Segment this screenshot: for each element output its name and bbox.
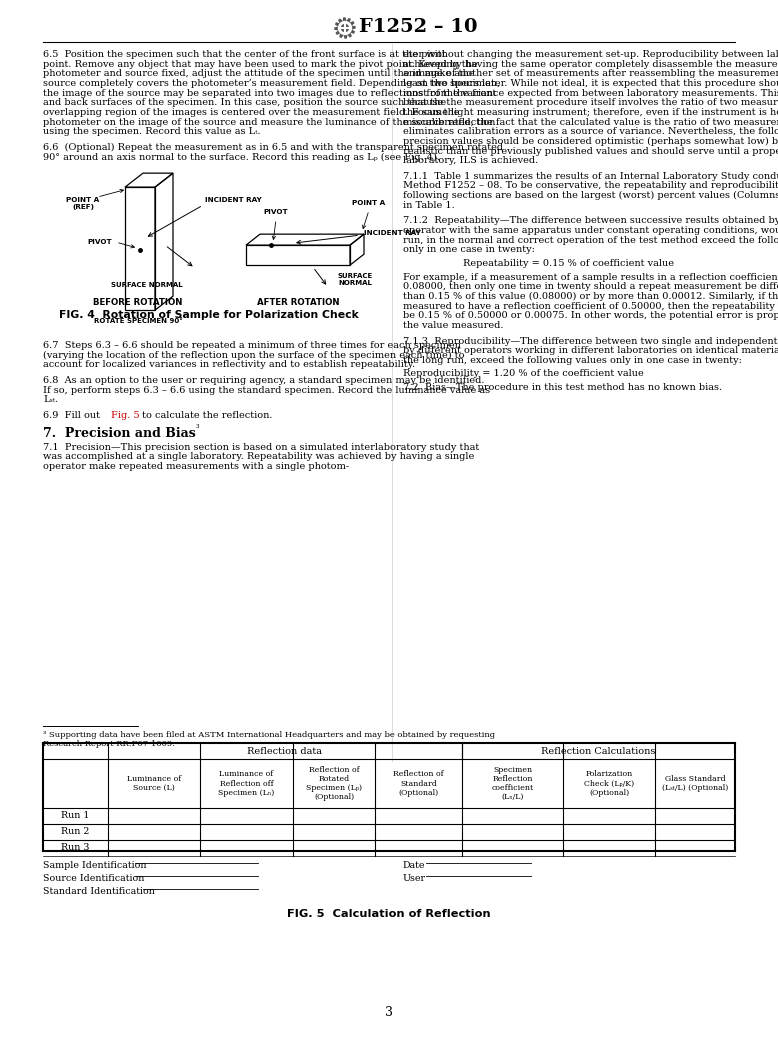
Text: Standard Identification: Standard Identification xyxy=(43,887,155,896)
Text: Run 2: Run 2 xyxy=(61,828,89,837)
Text: to calculate the reflection.: to calculate the reflection. xyxy=(139,411,272,421)
Text: least two hours later. While not ideal, it is expected that this procedure shoul: least two hours later. While not ideal, … xyxy=(403,79,778,87)
Text: Luminance of
Source (L): Luminance of Source (L) xyxy=(127,775,181,792)
Text: Research Report RR:F07-1009.: Research Report RR:F07-1009. xyxy=(43,739,175,747)
Text: by different operators working in different laboratories on identical material w: by different operators working in differ… xyxy=(403,347,778,355)
Text: Reproducibility = 1.20 % of the coefficient value: Reproducibility = 1.20 % of the coeffici… xyxy=(403,369,643,378)
Text: account for localized variances in reflectivity and to establish repeatability.: account for localized variances in refle… xyxy=(43,360,415,370)
Text: Sample Identification: Sample Identification xyxy=(43,861,146,870)
Text: photometer and source fixed, adjust the attitude of the specimen until the image: photometer and source fixed, adjust the … xyxy=(43,70,475,78)
Text: source completely covers the photometer’s measurement field. Depending on the sp: source completely covers the photometer’… xyxy=(43,79,500,87)
Text: overlapping region of the images is centered over the measurement field. Focus t: overlapping region of the images is cent… xyxy=(43,108,460,117)
Text: was accomplished at a single laboratory. Repeatability was achieved by having a : was accomplished at a single laboratory.… xyxy=(43,453,475,461)
Text: SURFACE
NORMAL: SURFACE NORMAL xyxy=(338,273,373,285)
Text: ROTATE SPECIMEN 90°: ROTATE SPECIMEN 90° xyxy=(93,319,182,324)
Text: measured to have a reflection coefficient of 0.50000, then the repeatability val: measured to have a reflection coefficien… xyxy=(403,302,778,310)
Text: the same light measuring instrument; therefore, even if the instrument is horrib: the same light measuring instrument; the… xyxy=(403,108,778,117)
Text: 7.  Precision and Bias: 7. Precision and Bias xyxy=(43,427,196,439)
Text: the image of the source may be separated into two images due to reflections from: the image of the source may be separated… xyxy=(43,88,496,98)
Text: FIG. 5  Calculation of Reflection: FIG. 5 Calculation of Reflection xyxy=(287,909,491,919)
Text: ³ Supporting data have been filed at ASTM International Headquarters and may be : ³ Supporting data have been filed at AST… xyxy=(43,731,495,739)
Text: For example, if a measurement of a sample results in a reflection coefficient va: For example, if a measurement of a sampl… xyxy=(403,273,778,282)
Text: in Table 1.: in Table 1. xyxy=(403,201,455,209)
Text: 7.2  Bias—The procedure in this test method has no known bias.: 7.2 Bias—The procedure in this test meth… xyxy=(403,383,722,392)
Text: Glass Standard
(Lₛₜ/L) (Optional): Glass Standard (Lₛₜ/L) (Optional) xyxy=(662,775,728,792)
Text: FIG. 4  Rotation of Sample for Polarization Check: FIG. 4 Rotation of Sample for Polarizati… xyxy=(59,310,359,321)
Text: miscalibrated, the fact that the calculated value is the ratio of two measuremen: miscalibrated, the fact that the calcula… xyxy=(403,118,778,127)
Text: eter without changing the measurement set-up. Reproducibility between laboratori: eter without changing the measurement se… xyxy=(403,50,778,59)
Text: 7.1.1  Table 1 summarizes the results of an Internal Laboratory Study conducted : 7.1.1 Table 1 summarizes the results of … xyxy=(403,172,778,181)
Text: photometer on the image of the source and measure the luminance of the source re: photometer on the image of the source an… xyxy=(43,118,496,127)
Text: Polarization
Check (Lₚ/K)
(Optional): Polarization Check (Lₚ/K) (Optional) xyxy=(584,770,634,796)
Text: only in one case in twenty:: only in one case in twenty: xyxy=(403,246,535,254)
Text: User: User xyxy=(403,874,426,883)
Text: because the measurement procedure itself involves the ratio of two measurements : because the measurement procedure itself… xyxy=(403,98,778,107)
Text: (varying the location of the reflection upon the surface of the specimen each ti: (varying the location of the reflection … xyxy=(43,351,464,360)
Text: operator make repeated measurements with a single photom-: operator make repeated measurements with… xyxy=(43,462,349,471)
Text: F1252 – 10: F1252 – 10 xyxy=(359,18,478,36)
Text: AFTER ROTATION: AFTER ROTATION xyxy=(257,298,339,307)
Polygon shape xyxy=(335,18,355,39)
Circle shape xyxy=(342,25,349,31)
Text: BEFORE ROTATION: BEFORE ROTATION xyxy=(93,298,183,307)
Text: Date: Date xyxy=(403,861,426,870)
Text: most of the variance expected from between laboratory measurements. This is poss: most of the variance expected from betwe… xyxy=(403,88,778,98)
Text: the long run, exceed the following values only in one case in twenty:: the long run, exceed the following value… xyxy=(403,356,742,364)
Text: SURFACE NORMAL: SURFACE NORMAL xyxy=(111,282,183,288)
Text: 7.1  Precision—This precision section is based on a simulated interlaboratory st: 7.1 Precision—This precision section is … xyxy=(43,442,479,452)
Text: Reflection data: Reflection data xyxy=(247,746,323,756)
Text: Lₛₜ.: Lₛₜ. xyxy=(43,396,58,404)
Text: than 0.15 % of this value (0.08000) or by more than 0.00012. Similarly, if the s: than 0.15 % of this value (0.08000) or b… xyxy=(403,291,778,301)
Text: Fig. 5: Fig. 5 xyxy=(111,411,139,421)
Text: achieved by having the same operator completely disassemble the measurement conf: achieved by having the same operator com… xyxy=(403,59,778,69)
Text: realistic than the previously published values and should serve until a proper, : realistic than the previously published … xyxy=(403,147,778,155)
Text: Run 3: Run 3 xyxy=(61,843,89,853)
Text: point. Remove any object that may have been used to mark the pivot point. Keepin: point. Remove any object that may have b… xyxy=(43,59,478,69)
Text: POINT A
(REF): POINT A (REF) xyxy=(66,197,100,210)
Text: Reflection of
Standard
(Optional): Reflection of Standard (Optional) xyxy=(393,770,443,796)
Text: PIVOT: PIVOT xyxy=(87,239,112,245)
Text: INCIDENT RAY: INCIDENT RAY xyxy=(364,230,421,236)
Text: If so, perform steps 6.3 – 6.6 using the standard specimen. Record the luminance: If so, perform steps 6.3 – 6.6 using the… xyxy=(43,386,490,395)
Text: Repeatability = 0.15 % of coefficient value: Repeatability = 0.15 % of coefficient va… xyxy=(464,259,675,268)
Text: eliminates calibration errors as a source of variance. Nevertheless, the followi: eliminates calibration errors as a sourc… xyxy=(403,127,778,136)
Text: Source Identification: Source Identification xyxy=(43,874,145,883)
Text: Method F1252 – 08. To be conservative, the repeatability and reproducibility val: Method F1252 – 08. To be conservative, t… xyxy=(403,181,778,191)
Text: POINT A: POINT A xyxy=(352,200,386,206)
Text: the value measured.: the value measured. xyxy=(403,321,503,330)
Text: 6.5  Position the specimen such that the center of the front surface is at the p: 6.5 Position the specimen such that the … xyxy=(43,50,446,59)
Text: Luminance of
Reflection off
Specimen (Lₙ): Luminance of Reflection off Specimen (Lₙ… xyxy=(219,770,275,796)
Text: using the specimen. Record this value as Lₜ.: using the specimen. Record this value as… xyxy=(43,127,261,136)
Text: 6.9  Fill out: 6.9 Fill out xyxy=(43,411,103,421)
Text: 6.6  (Optional) Repeat the measurement as in 6.5 and with the transparent specim: 6.6 (Optional) Repeat the measurement as… xyxy=(43,143,503,152)
Text: Specimen
Reflection
coefficient
(Lₙ/L): Specimen Reflection coefficient (Lₙ/L) xyxy=(492,766,534,802)
Text: 0.08000, then only one time in twenty should a repeat measurement be different b: 0.08000, then only one time in twenty sh… xyxy=(403,282,778,291)
Text: laboratory, ILS is achieved.: laboratory, ILS is achieved. xyxy=(403,156,538,166)
Text: and make another set of measurements after reassembling the measurement configur: and make another set of measurements aft… xyxy=(403,70,778,78)
Text: INCIDENT RAY: INCIDENT RAY xyxy=(205,197,261,203)
Circle shape xyxy=(338,22,352,34)
Text: run, in the normal and correct operation of the test method exceed the following: run, in the normal and correct operation… xyxy=(403,235,778,245)
Text: following sections are based on the largest (worst) percent values (Columns 5 an: following sections are based on the larg… xyxy=(403,192,778,200)
Text: ³: ³ xyxy=(196,424,200,433)
Text: PIVOT: PIVOT xyxy=(264,209,289,215)
Text: and back surfaces of the specimen. In this case, position the source such that t: and back surfaces of the specimen. In th… xyxy=(43,98,446,107)
Text: be 0.15 % of 0.50000 or 0.00075. In other words, the potential error is proporti: be 0.15 % of 0.50000 or 0.00075. In othe… xyxy=(403,311,778,321)
Text: precision values should be considered optimistic (perhaps somewhat low) but they: precision values should be considered op… xyxy=(403,136,778,146)
Text: 6.8  As an option to the user or requiring agency, a standard specimen may be id: 6.8 As an option to the user or requirin… xyxy=(43,376,485,385)
Text: 90° around an axis normal to the surface. Record this reading as Lₚ (see Fig. 4): 90° around an axis normal to the surface… xyxy=(43,152,440,161)
Text: 6.7  Steps 6.3 – 6.6 should be repeated a minimum of three times for each specim: 6.7 Steps 6.3 – 6.6 should be repeated a… xyxy=(43,341,461,350)
Text: Reflection Calculations: Reflection Calculations xyxy=(541,746,656,756)
Text: 7.1.2  Repeatability—The difference between successive results obtained by the s: 7.1.2 Repeatability—The difference betwe… xyxy=(403,217,778,226)
Text: 7.1.3  Reproducibility—The difference between two single and independent results: 7.1.3 Reproducibility—The difference bet… xyxy=(403,336,778,346)
Text: Reflection of
Rotated
Specimen (Lₚ)
(Optional): Reflection of Rotated Specimen (Lₚ) (Opt… xyxy=(306,766,362,802)
Text: Run 1: Run 1 xyxy=(61,812,89,820)
Text: 3: 3 xyxy=(385,1006,393,1019)
Text: operator with the same apparatus under constant operating conditions, would, in : operator with the same apparatus under c… xyxy=(403,226,778,235)
